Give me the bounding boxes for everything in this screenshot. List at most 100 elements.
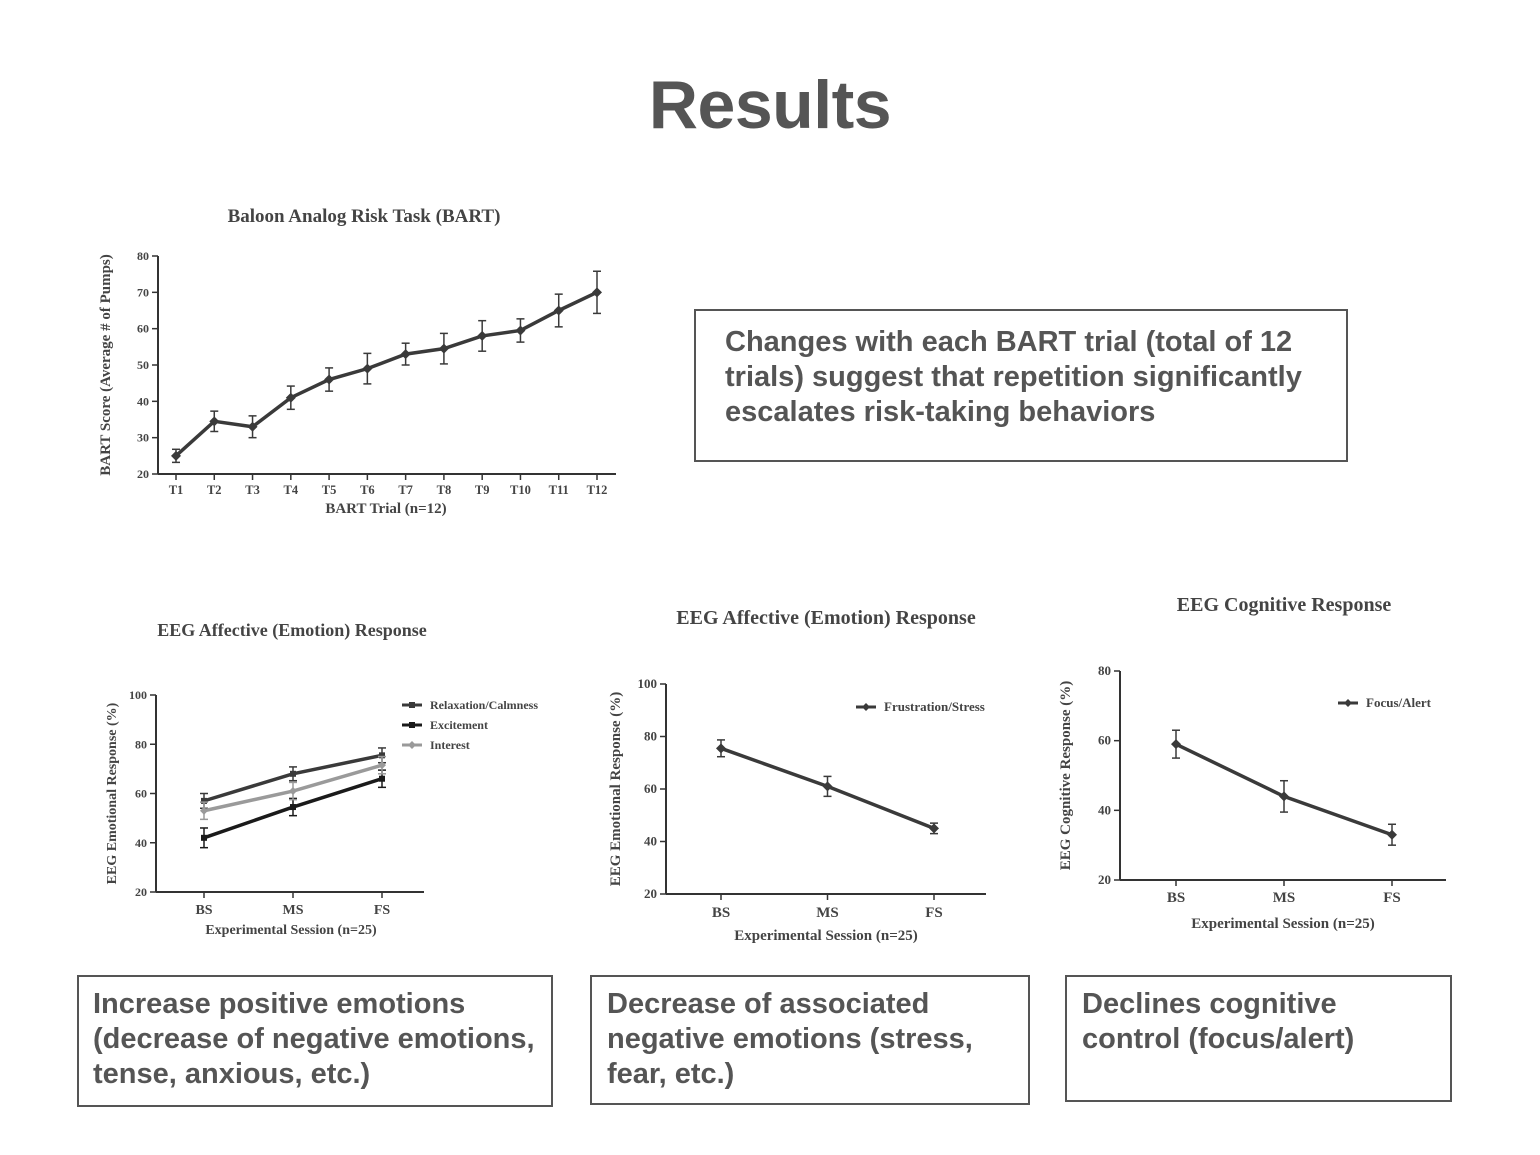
y-tick-label: 40 xyxy=(135,836,147,850)
legend-marker xyxy=(1344,699,1352,707)
y-axis-label: EEG Emotional Response (%) xyxy=(608,692,624,887)
data-point xyxy=(1171,739,1181,750)
y-tick-label: 80 xyxy=(137,249,149,263)
y-tick-label: 60 xyxy=(137,322,149,336)
x-tick-label: T11 xyxy=(549,483,569,497)
legend-marker xyxy=(409,702,415,708)
y-axis-label: EEG Cognitive Response (%) xyxy=(1058,681,1074,871)
y-tick-label: 40 xyxy=(644,834,657,849)
bart-caption-box: Changes with each BART trial (total of 1… xyxy=(694,309,1348,462)
y-tick-label: 20 xyxy=(644,886,657,901)
legend-label: Excitement xyxy=(430,718,488,732)
x-tick-label: MS xyxy=(283,903,304,918)
legend-marker xyxy=(862,703,870,711)
x-axis-label: Experimental Session (n=25) xyxy=(205,923,377,938)
data-point xyxy=(379,775,385,782)
data-point xyxy=(379,752,385,759)
page-title: Results xyxy=(648,67,892,143)
data-point xyxy=(324,374,335,385)
x-tick-label: T7 xyxy=(398,483,413,497)
x-axis-label: Experimental Session (n=25) xyxy=(734,928,918,944)
x-tick-label: FS xyxy=(925,905,943,921)
x-tick-label: T2 xyxy=(207,483,222,497)
x-tick-label: T5 xyxy=(322,483,337,497)
data-point xyxy=(477,330,488,341)
data-point xyxy=(289,787,297,796)
data-point xyxy=(285,392,296,403)
eeg-cognitive-chart: EEG Cognitive Response 20 40 60 80 BS MS FS Expe… xyxy=(1058,594,1446,932)
positive-emotions-caption-text: Increase positive emotions (decrease of … xyxy=(93,988,535,1090)
cognitive-caption-text: Declines cognitive control (focus/alert) xyxy=(1082,988,1355,1055)
data-point xyxy=(1387,829,1397,840)
x-tick-label: BS xyxy=(1167,890,1185,906)
x-axis-label: Experimental Session (n=25) xyxy=(1191,916,1375,932)
y-axis-label: BART Score (Average # of Pumps) xyxy=(98,254,114,476)
x-tick-label: MS xyxy=(1273,890,1296,906)
data-point xyxy=(438,343,449,354)
cognitive-caption-box: Declines cognitive control (focus/alert) xyxy=(1065,975,1452,1102)
y-tick-label: 20 xyxy=(1098,872,1111,887)
negative-emotions-caption-box: Decrease of associated negative emotions… xyxy=(590,975,1030,1105)
y-tick-label: 100 xyxy=(129,688,147,702)
data-point xyxy=(290,804,296,811)
x-tick-label: T1 xyxy=(169,483,184,497)
data-point xyxy=(929,823,939,834)
y-tick-label: 80 xyxy=(135,737,147,751)
x-tick-label: T6 xyxy=(360,483,375,497)
legend-marker xyxy=(409,722,415,728)
series-line xyxy=(174,290,598,458)
data-point xyxy=(200,806,208,815)
data-point xyxy=(1279,791,1289,802)
y-tick-label: 20 xyxy=(137,467,149,481)
y-tick-label: 100 xyxy=(638,676,658,691)
x-tick-label: BS xyxy=(195,903,212,918)
bart-chart: Baloon Analog Risk Task (BART) 20 30 40 50 60… xyxy=(98,206,616,517)
x-tick-label: T4 xyxy=(284,483,299,497)
y-tick-label: 60 xyxy=(135,787,147,801)
x-tick-label: FS xyxy=(374,903,391,918)
data-point xyxy=(362,363,373,374)
legend-label: Relaxation/Calmness xyxy=(430,698,538,712)
legend-label: Focus/Alert xyxy=(1366,695,1432,710)
data-point xyxy=(716,743,726,754)
x-tick-label: BS xyxy=(712,905,730,921)
y-tick-label: 60 xyxy=(1098,733,1111,748)
x-tick-label: T12 xyxy=(587,483,608,497)
chart-title: EEG Affective (Emotion) Response xyxy=(676,607,976,629)
data-point xyxy=(247,421,258,432)
chart-title: EEG Affective (Emotion) Response xyxy=(157,620,426,641)
x-tick-label: T3 xyxy=(245,483,260,497)
chart-title: EEG Cognitive Response xyxy=(1177,594,1392,616)
y-tick-label: 40 xyxy=(1098,802,1111,817)
data-point xyxy=(515,325,526,336)
eeg-affective-chart-2: EEG Affective (Emotion) Response 20 40 60 80… xyxy=(608,607,986,944)
y-tick-label: 40 xyxy=(137,394,149,408)
y-tick-label: 80 xyxy=(1098,663,1111,678)
x-tick-label: T9 xyxy=(475,483,490,497)
y-tick-label: 20 xyxy=(135,885,147,899)
y-tick-label: 80 xyxy=(644,729,657,744)
negative-emotions-caption-text: Decrease of associated negative emotions… xyxy=(607,988,973,1090)
x-tick-label: FS xyxy=(1383,890,1401,906)
x-tick-label: T8 xyxy=(437,483,452,497)
data-point xyxy=(171,450,181,461)
legend-label: Frustration/Stress xyxy=(884,699,985,714)
data-point xyxy=(400,349,411,360)
chart-title: Baloon Analog Risk Task (BART) xyxy=(228,206,501,227)
data-point xyxy=(592,287,602,298)
y-tick-label: 50 xyxy=(137,358,149,372)
legend-label: Interest xyxy=(430,738,470,752)
x-axis-label: BART Trial (n=12) xyxy=(325,501,446,517)
y-tick-label: 60 xyxy=(644,781,657,796)
bart-caption-text: Changes with each BART trial (total of 1… xyxy=(725,326,1302,428)
x-tick-label: T10 xyxy=(510,483,531,497)
data-point xyxy=(201,834,207,841)
y-tick-label: 70 xyxy=(137,285,149,299)
data-point xyxy=(209,416,220,427)
legend-marker xyxy=(408,741,416,749)
data-point xyxy=(378,761,386,770)
positive-emotions-caption-box: Increase positive emotions (decrease of … xyxy=(77,975,553,1107)
eeg-affective-chart-1: EEG Affective (Emotion) Response 20 40 60 80… xyxy=(105,620,538,938)
data-point xyxy=(290,770,296,777)
y-axis-label: EEG Emotional Response (%) xyxy=(105,702,120,884)
